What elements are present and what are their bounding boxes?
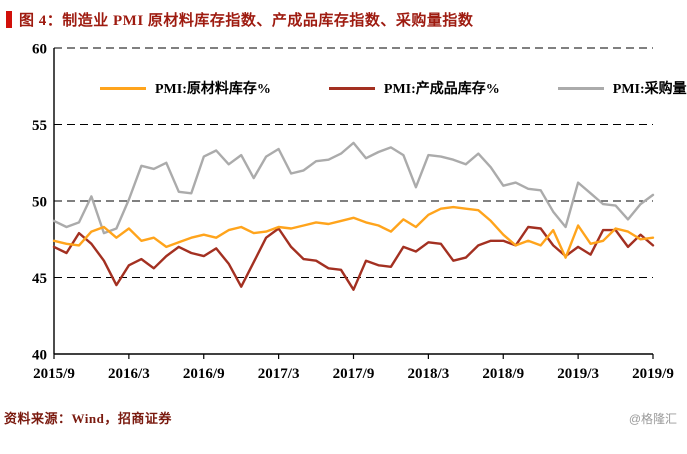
watermark: @格隆汇 (628, 412, 677, 426)
svg-text:45: 45 (32, 271, 47, 287)
figure-footer: 资料来源：Wind，招商证券 @格隆汇 (0, 406, 687, 427)
svg-text:2015/9: 2015/9 (33, 366, 75, 382)
chart-container: PMI:原材料库存% PMI:产成品库存% PMI:采购量 40 45 50 55 60… (8, 34, 687, 406)
svg-text:2018/3: 2018/3 (408, 366, 450, 382)
pmi-line-chart: 40 45 50 55 60 2015/9 2016/3 2016/9 2017/3 2017/9… (32, 42, 674, 383)
svg-text:40: 40 (32, 348, 47, 364)
figure-title-row: 图 4：制造业 PMI 原材料库存指数、产成品库存指数、采购量指数 (0, 0, 687, 32)
svg-text:2019/9: 2019/9 (632, 366, 674, 382)
report-figure: 图 4：制造业 PMI 原材料库存指数、产成品库存指数、采购量指数 PMI:原材… (0, 0, 687, 427)
svg-text:60: 60 (32, 42, 47, 58)
svg-text:2017/3: 2017/3 (258, 366, 300, 382)
figure-title: 图 4：制造业 PMI 原材料库存指数、产成品库存指数、采购量指数 (19, 13, 474, 29)
svg-text:2016/3: 2016/3 (108, 366, 150, 382)
source-note: 资料来源：Wind，招商证券 (4, 411, 172, 426)
svg-text:50: 50 (32, 195, 47, 211)
title-accent-bar (6, 11, 12, 28)
svg-text:2018/9: 2018/9 (482, 366, 524, 382)
svg-text:2019/3: 2019/3 (557, 366, 599, 382)
svg-text:2017/9: 2017/9 (333, 366, 375, 382)
svg-text:55: 55 (32, 118, 47, 134)
svg-text:2016/9: 2016/9 (183, 366, 225, 382)
